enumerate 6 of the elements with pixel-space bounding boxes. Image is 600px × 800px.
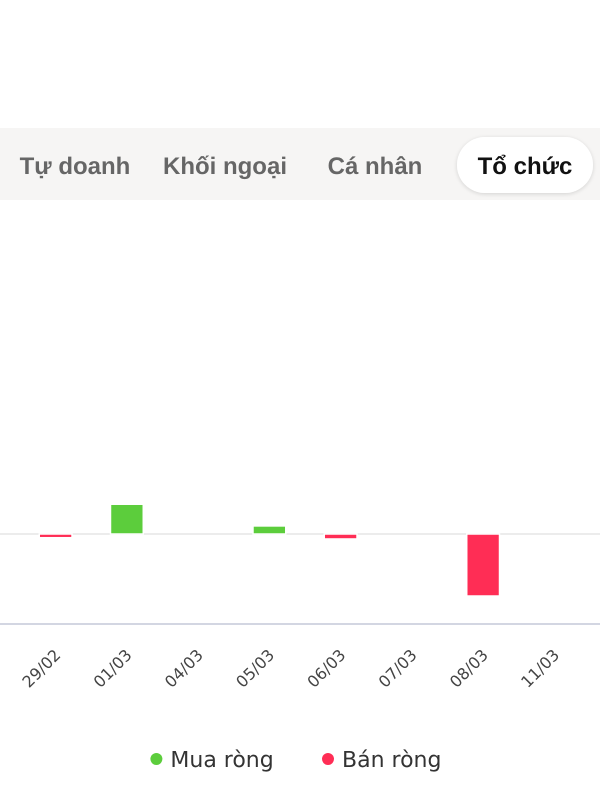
- text: Tự doanh: [20, 153, 130, 180]
- text: Khối ngoại: [163, 153, 287, 180]
- legend-label: Mua ròng: [170, 748, 274, 773]
- legend-label: Bán ròng: [342, 748, 442, 773]
- text: Tổ chức: [478, 153, 572, 180]
- text: Cá nhân: [328, 153, 422, 180]
